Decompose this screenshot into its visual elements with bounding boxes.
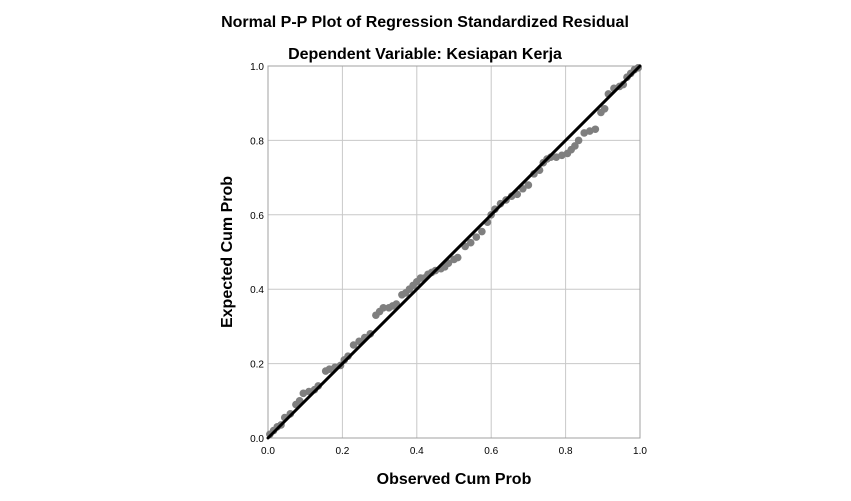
x-tick-label: 0.2 bbox=[335, 446, 349, 457]
x-tick-labels: 0.0 0.2 0.4 0.6 0.8 1.0 bbox=[261, 446, 647, 457]
data-point bbox=[571, 142, 579, 150]
chart-subtitle: Dependent Variable: Kesiapan Kerja bbox=[288, 46, 562, 63]
x-tick-label: 0.0 bbox=[261, 446, 275, 457]
data-point bbox=[600, 104, 609, 113]
grid-lines bbox=[268, 66, 640, 438]
y-tick-label: 0.6 bbox=[250, 211, 264, 222]
y-tick-label: 0.0 bbox=[250, 434, 264, 445]
y-tick-label: 1.0 bbox=[250, 62, 264, 73]
data-point bbox=[379, 304, 388, 312]
data-point bbox=[591, 125, 600, 134]
data-point bbox=[453, 253, 462, 262]
x-axis-label: Observed Cum Prob bbox=[377, 471, 532, 488]
data-point bbox=[466, 238, 475, 247]
y-axis-label: Expected Cum Prob bbox=[219, 176, 236, 328]
x-tick-label: 0.6 bbox=[484, 446, 498, 457]
y-tick-labels: 0.0 0.2 0.4 0.6 0.8 1.0 bbox=[250, 62, 264, 445]
data-point bbox=[349, 341, 358, 349]
data-point bbox=[524, 181, 533, 189]
data-point bbox=[478, 227, 486, 236]
data-point bbox=[472, 233, 481, 241]
reference-line bbox=[266, 64, 642, 440]
y-tick-label: 0.8 bbox=[250, 136, 264, 147]
y-tick-label: 0.4 bbox=[250, 285, 264, 296]
x-tick-label: 0.4 bbox=[410, 446, 424, 457]
data-point bbox=[574, 136, 583, 145]
x-tick-label: 1.0 bbox=[633, 446, 647, 457]
plot-frame bbox=[267, 65, 641, 439]
y-tick-label: 0.2 bbox=[250, 360, 264, 371]
chart-title: Normal P-P Plot of Regression Standardiz… bbox=[221, 14, 629, 31]
x-tick-label: 0.8 bbox=[559, 446, 573, 457]
